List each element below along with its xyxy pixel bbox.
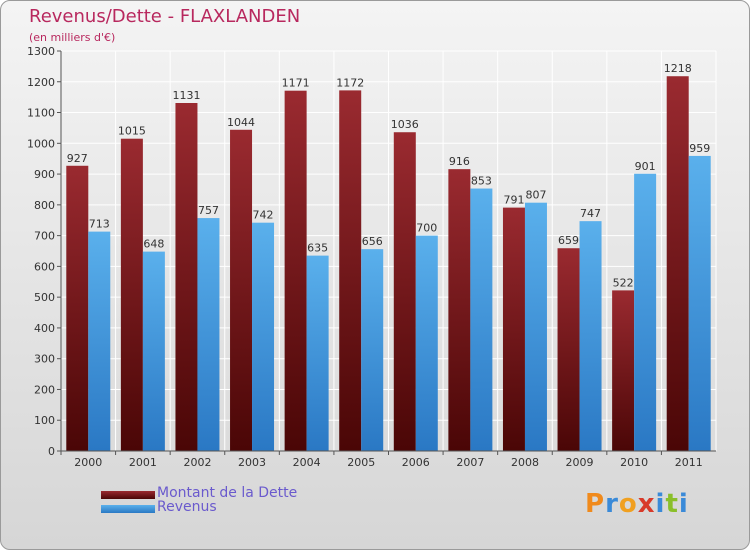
data-label-revenue: 757: [198, 204, 219, 217]
x-tick-label: 2001: [129, 456, 157, 469]
bar-revenue: [306, 255, 329, 451]
chart-subtitle: (en milliers d'€): [29, 31, 116, 44]
y-tick-label: 1200: [27, 76, 55, 89]
data-label-debt: 1036: [391, 118, 419, 131]
chart-title: Revenus/Dette - FLAXLANDEN: [29, 6, 301, 27]
legend-swatch-debt: [101, 491, 155, 499]
legend-swatch-revenue: [101, 505, 155, 513]
x-tick-label: 2000: [74, 456, 102, 469]
bar-revenue: [415, 235, 438, 451]
y-tick-label: 800: [34, 199, 55, 212]
data-label-revenue: 747: [580, 207, 601, 220]
bar-revenue: [524, 202, 547, 451]
bar-debt: [339, 90, 362, 451]
data-label-debt: 1044: [227, 116, 255, 129]
legend-label-debt: Montant de la Dette: [157, 485, 298, 501]
y-tick-label: 0: [48, 445, 55, 458]
data-label-revenue: 648: [143, 238, 164, 251]
y-tick-label: 300: [34, 353, 55, 366]
data-label-debt: 1172: [336, 76, 364, 89]
bar-debt: [666, 76, 689, 451]
data-label-revenue: 742: [253, 209, 274, 222]
data-label-revenue: 635: [307, 242, 328, 255]
bar-revenue: [688, 155, 711, 451]
bar-debt: [284, 90, 307, 451]
data-label-revenue: 807: [525, 189, 546, 202]
data-label-revenue: 901: [635, 160, 656, 173]
logo-letter: o: [618, 489, 638, 519]
bar-revenue: [361, 249, 384, 451]
logo-letter: x: [637, 489, 656, 519]
bar-debt: [448, 169, 471, 451]
data-label-revenue: 713: [89, 218, 110, 231]
y-tick-label: 700: [34, 230, 55, 243]
data-label-debt: 927: [67, 152, 88, 165]
y-tick-label: 1300: [27, 45, 55, 58]
bar-revenue: [197, 218, 220, 451]
data-label-debt: 659: [558, 234, 579, 247]
x-tick-label: 2003: [238, 456, 266, 469]
data-label-debt: 522: [613, 276, 634, 289]
bar-debt: [393, 132, 416, 451]
data-label-debt: 1171: [282, 77, 310, 90]
y-tick-label: 1100: [27, 107, 55, 120]
x-tick-label: 2011: [675, 456, 703, 469]
x-tick-label: 2006: [402, 456, 430, 469]
x-tick-label: 2005: [347, 456, 375, 469]
y-tick-label: 600: [34, 260, 55, 273]
bar-debt: [230, 129, 253, 451]
x-tick-label: 2004: [293, 456, 321, 469]
bar-revenue: [142, 251, 165, 451]
y-tick-label: 500: [34, 291, 55, 304]
bar-revenue: [252, 222, 275, 451]
bar-revenue: [634, 173, 657, 451]
logo-letter: i: [678, 489, 689, 519]
bar-revenue: [579, 221, 602, 451]
proxiti-logo: Proxiti: [585, 489, 689, 519]
x-tick-label: 2002: [183, 456, 211, 469]
data-label-debt: 791: [503, 194, 524, 207]
data-label-debt: 1015: [118, 125, 146, 138]
logo-letter: i: [655, 489, 666, 519]
x-tick-label: 2007: [456, 456, 484, 469]
data-label-revenue: 959: [689, 142, 710, 155]
bar-debt: [66, 165, 89, 451]
x-tick-label: 2008: [511, 456, 539, 469]
bar-debt: [175, 103, 198, 451]
data-label-debt: 916: [449, 155, 470, 168]
data-label-revenue: 700: [416, 222, 437, 235]
data-label-debt: 1218: [664, 62, 692, 75]
y-tick-label: 200: [34, 383, 55, 396]
bar-debt: [502, 207, 525, 451]
data-label-revenue: 656: [362, 235, 383, 248]
bar-debt: [557, 248, 580, 451]
x-tick-label: 2009: [566, 456, 594, 469]
logo-letter: t: [665, 489, 679, 519]
data-label-revenue: 853: [471, 175, 492, 188]
y-tick-label: 1000: [27, 137, 55, 150]
legend-label-revenue: Revenus: [157, 499, 217, 515]
y-tick-label: 900: [34, 168, 55, 181]
data-label-debt: 1131: [172, 89, 200, 102]
logo-letter: r: [605, 489, 619, 519]
y-tick-label: 100: [34, 414, 55, 427]
bar-debt: [612, 290, 635, 451]
bar-revenue: [470, 188, 493, 452]
bar-debt: [120, 138, 143, 451]
x-tick-label: 2010: [620, 456, 648, 469]
y-tick-label: 400: [34, 322, 55, 335]
bar-revenue: [88, 231, 111, 451]
logo-letter: P: [585, 489, 606, 519]
